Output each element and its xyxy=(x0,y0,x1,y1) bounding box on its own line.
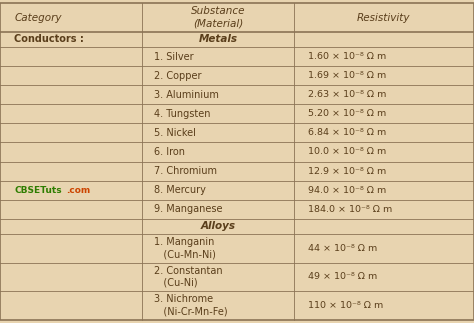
Text: 1. Silver: 1. Silver xyxy=(154,52,194,62)
Text: Conductors :: Conductors : xyxy=(14,35,84,45)
Text: 7. Chromium: 7. Chromium xyxy=(154,166,217,176)
Text: 1. Manganin
   (Cu-Mn-Ni): 1. Manganin (Cu-Mn-Ni) xyxy=(154,237,216,259)
Text: Category: Category xyxy=(14,13,62,23)
Text: 12.9 × 10⁻⁸ Ω m: 12.9 × 10⁻⁸ Ω m xyxy=(308,167,386,175)
Text: 2. Copper: 2. Copper xyxy=(154,71,201,81)
Text: Resistivity: Resistivity xyxy=(357,13,410,23)
Text: 8. Mercury: 8. Mercury xyxy=(154,185,206,195)
Text: 6. Iron: 6. Iron xyxy=(154,147,185,157)
Text: 3. Nichrome
   (Ni-Cr-Mn-Fe): 3. Nichrome (Ni-Cr-Mn-Fe) xyxy=(154,295,228,317)
Text: 2. Constantan
   (Cu-Ni): 2. Constantan (Cu-Ni) xyxy=(154,266,223,288)
Text: 44 × 10⁻⁸ Ω m: 44 × 10⁻⁸ Ω m xyxy=(308,244,377,253)
Text: 184.0 × 10⁻⁸ Ω m: 184.0 × 10⁻⁸ Ω m xyxy=(308,205,392,214)
Text: Alloys: Alloys xyxy=(201,221,236,231)
Text: 2.63 × 10⁻⁸ Ω m: 2.63 × 10⁻⁸ Ω m xyxy=(308,90,386,99)
Text: CBSETuts: CBSETuts xyxy=(14,186,62,194)
Text: 110 × 10⁻⁸ Ω m: 110 × 10⁻⁸ Ω m xyxy=(308,301,383,310)
Text: Substance
(Material): Substance (Material) xyxy=(191,6,245,29)
Text: .com: .com xyxy=(66,186,91,194)
Text: 1.69 × 10⁻⁸ Ω m: 1.69 × 10⁻⁸ Ω m xyxy=(308,71,386,80)
Text: 3. Aluminium: 3. Aluminium xyxy=(154,90,219,100)
Text: 5.20 × 10⁻⁸ Ω m: 5.20 × 10⁻⁸ Ω m xyxy=(308,109,386,118)
Text: 9. Manganese: 9. Manganese xyxy=(154,204,223,214)
Text: 1.60 × 10⁻⁸ Ω m: 1.60 × 10⁻⁸ Ω m xyxy=(308,52,386,61)
Text: 49 × 10⁻⁸ Ω m: 49 × 10⁻⁸ Ω m xyxy=(308,272,377,281)
Text: 4. Tungsten: 4. Tungsten xyxy=(154,109,210,119)
Text: 5. Nickel: 5. Nickel xyxy=(154,128,196,138)
Text: 6.84 × 10⁻⁸ Ω m: 6.84 × 10⁻⁸ Ω m xyxy=(308,129,386,137)
Text: 10.0 × 10⁻⁸ Ω m: 10.0 × 10⁻⁸ Ω m xyxy=(308,148,386,156)
Text: 94.0 × 10⁻⁸ Ω m: 94.0 × 10⁻⁸ Ω m xyxy=(308,186,386,194)
Text: Metals: Metals xyxy=(199,35,237,45)
